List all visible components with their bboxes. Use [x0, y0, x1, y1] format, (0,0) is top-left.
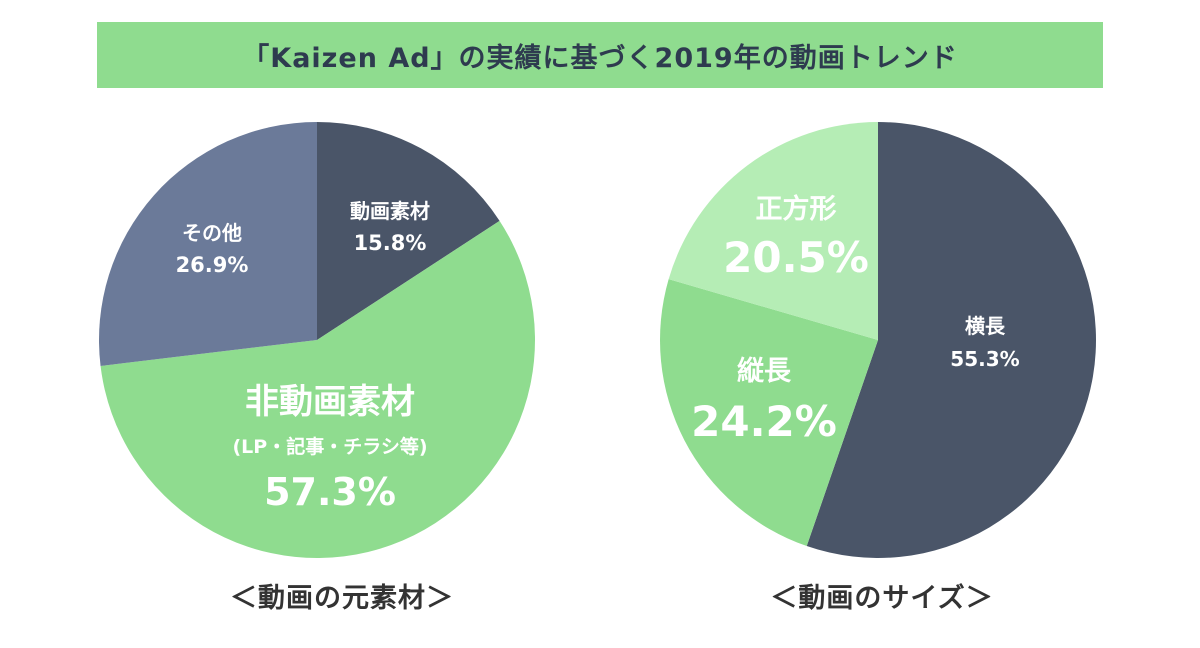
slice-sublabel-label: (LP・記事・チラシ等) [232, 435, 427, 458]
slice-label-label: 20.5% [723, 233, 869, 282]
caption-source-material: ＜動画の元素材＞ [230, 583, 454, 614]
slice-name-label: その他 [182, 221, 242, 245]
pie-chart-source-material: 動画素材 15.8% 非動画素材 (LP・記事・チラシ等) 57.3% その他 26.9% [99, 122, 536, 558]
pie-chart-video-size: 横長 55.3% 縦長 24.2% 正方形 20.5% [660, 122, 1096, 558]
slice-name-label: 非動画素材 [245, 382, 415, 422]
slice-label-label: 57.3% [264, 470, 396, 514]
slice-name-label: 正方形 [756, 193, 837, 225]
slice-label-label: 15.8% [354, 231, 427, 255]
slice-label-label: 55.3% [950, 347, 1019, 371]
caption-video-size: ＜動画のサイズ＞ [770, 583, 994, 614]
title-banner: 「Kaizen Ad」の実績に基づく2019年の動画トレンド [97, 22, 1103, 88]
chart-title: 「Kaizen Ad」の実績に基づく2019年の動画トレンド [242, 42, 958, 74]
pie-slice-source-2 [99, 122, 317, 366]
slice-label-label: 26.9% [176, 253, 249, 277]
slice-label-label: 24.2% [691, 397, 837, 446]
slice-name-label: 動画素材 [350, 199, 430, 223]
slice-name-label: 横長 [965, 314, 1006, 338]
pie-slice-size-0 [806, 122, 1096, 558]
pie-slice-size-1 [660, 279, 878, 547]
pie-slice-size-2 [668, 122, 878, 340]
pie-slice-source-0 [317, 122, 500, 340]
slice-name-label: 縦長 [737, 356, 792, 387]
pie-slice-source-1 [100, 220, 536, 558]
